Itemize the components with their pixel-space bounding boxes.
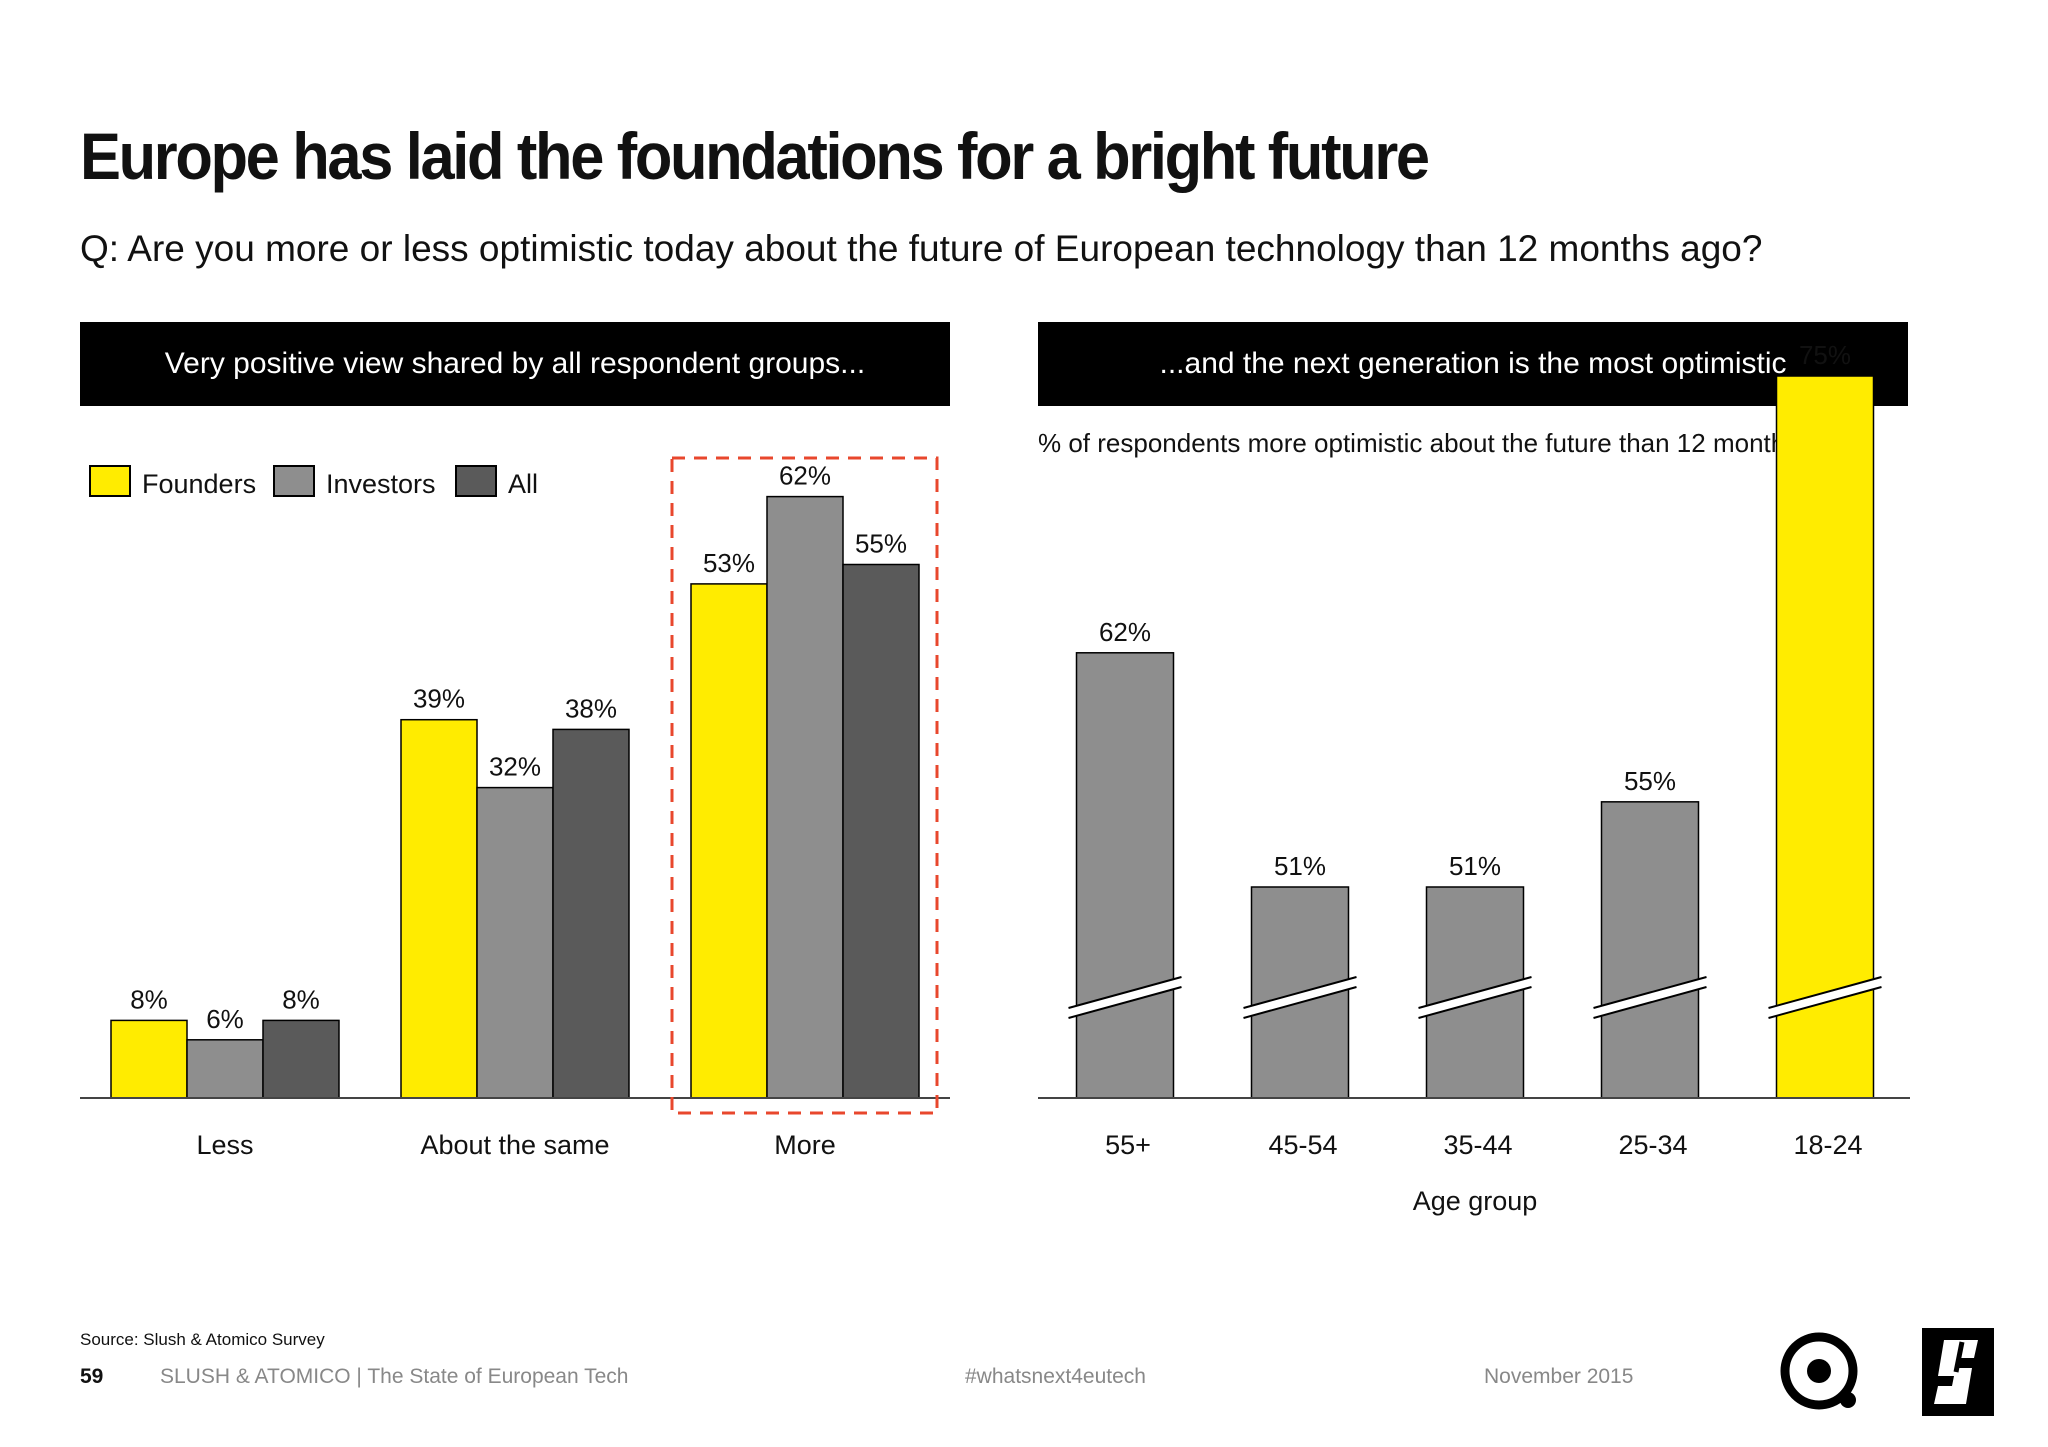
legend-swatch-investors (273, 465, 315, 497)
legend-swatch-founders (89, 465, 131, 497)
age-category-label: 25-34 (1618, 1130, 1687, 1160)
axis-break-gap (1243, 977, 1357, 1018)
bar-founders-1 (400, 718, 478, 1099)
legend-label-founders: Founders (142, 469, 256, 499)
axis-break-line-bottom (1768, 986, 1882, 1019)
chart-subtitle: % of respondents more optimistic about t… (1038, 428, 1849, 458)
bar-all-0 (262, 1019, 340, 1099)
footer-date: November 2015 (1484, 1365, 1634, 1388)
right-chart-group: % of respondents more optimistic about t… (1038, 340, 1910, 1216)
bar-value-label: 39% (413, 684, 465, 714)
bar-founders-0 (110, 1019, 188, 1099)
axis-break-line-bottom (1243, 986, 1357, 1019)
legend-label-all: All (508, 469, 538, 499)
axis-break-line-top (1768, 976, 1882, 1009)
axis-break-gap (1068, 977, 1182, 1018)
age-category-label: 18-24 (1793, 1130, 1862, 1160)
axis-break-line-top (1243, 976, 1357, 1009)
footer-org: SLUSH & ATOMICO | The State of European … (160, 1365, 629, 1388)
source-note: Source: Slush & Atomico Survey (80, 1330, 325, 1349)
left-chart-banner: Very positive view shared by all respond… (80, 322, 950, 406)
axis-break-gap (1768, 977, 1882, 1018)
bar-value-label: 38% (565, 693, 617, 723)
age-bar-0 (1075, 652, 1175, 1099)
page-title: Europe has laid the foundations for a br… (80, 119, 1430, 193)
age-category-label: 35-44 (1443, 1130, 1512, 1160)
age-value-label: 51% (1274, 851, 1326, 881)
bar-all-2 (842, 563, 920, 1099)
category-label: Less (196, 1130, 253, 1160)
age-bar-3 (1600, 801, 1700, 1099)
legend-label-investors: Investors (326, 469, 436, 499)
age-category-label: 55+ (1105, 1130, 1151, 1160)
atomico-logo-icon (1780, 1332, 1858, 1410)
age-value-label: 75% (1799, 340, 1851, 370)
age-category-label: 45-54 (1268, 1130, 1337, 1160)
age-value-label: 62% (1099, 617, 1151, 647)
axis-break-gap (1593, 977, 1707, 1018)
axis-break-line-bottom (1593, 986, 1707, 1019)
bar-value-label: 8% (282, 984, 320, 1014)
bar-value-label: 62% (779, 461, 831, 491)
category-label: More (774, 1130, 836, 1160)
axis-break-line-bottom (1418, 986, 1532, 1019)
axis-break-gap (1418, 977, 1532, 1018)
survey-question: Q: Are you more or less optimistic today… (80, 228, 1763, 269)
legend-swatch-all (455, 465, 497, 497)
x-axis-title: Age group (1413, 1186, 1538, 1216)
bar-value-label: 6% (206, 1004, 244, 1034)
bar-investors-0 (186, 1039, 264, 1099)
page-number: 59 (80, 1365, 104, 1388)
category-label: About the same (420, 1130, 609, 1160)
left-chart-group: Founders Investors All 8% 6% 8% Less 39% 32% 38% A… (80, 456, 950, 1160)
age-value-label: 55% (1624, 766, 1676, 796)
bar-investors-2 (766, 495, 844, 1099)
footer-hashtag: #whatsnext4eutech (965, 1365, 1146, 1388)
bar-founders-2 (690, 583, 768, 1099)
bar-investors-1 (476, 786, 554, 1099)
slush-logo-icon (1922, 1328, 1994, 1416)
age-bar-4 (1775, 375, 1875, 1099)
bar-all-1 (552, 728, 630, 1099)
axis-break-line-top (1593, 976, 1707, 1009)
bar-value-label: 32% (489, 752, 541, 782)
axis-break-line-top (1418, 976, 1532, 1009)
age-value-label: 51% (1449, 851, 1501, 881)
bar-value-label: 53% (703, 548, 755, 578)
bar-value-label: 55% (855, 529, 907, 559)
axis-break-line-bottom (1068, 986, 1182, 1019)
right-chart-banner: ...and the next generation is the most o… (1038, 322, 1908, 406)
bar-value-label: 8% (130, 984, 168, 1014)
axis-break-line-top (1068, 976, 1182, 1009)
highlight-box-more (670, 456, 939, 1115)
